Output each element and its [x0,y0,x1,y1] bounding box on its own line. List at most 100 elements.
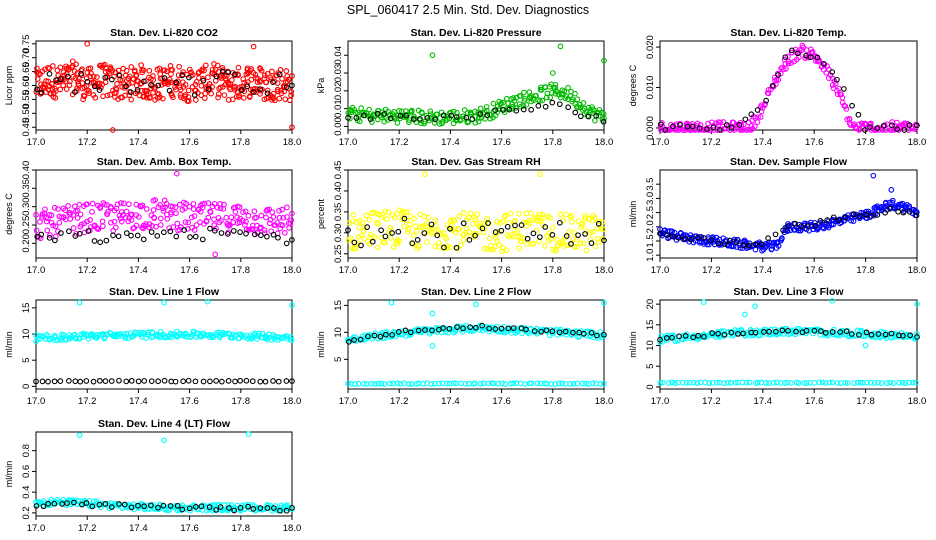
outlier-point [388,299,395,306]
data-point [185,219,192,226]
data-point [601,331,607,338]
data-point [783,65,789,72]
data-point [893,119,900,126]
data-point [162,334,169,341]
series-all [33,328,295,345]
data-point [186,203,193,210]
data-point [229,96,236,103]
data-point [890,380,897,386]
data-point [87,217,93,223]
data-point [270,231,277,238]
data-point [748,111,755,118]
data-point [126,73,133,80]
data-point [79,80,86,86]
y-tick-label: 0.65 [21,62,32,81]
data-point [754,119,761,125]
data-point [851,380,857,386]
data-point [262,79,269,86]
panel: Stan. Dev. Amb. Box Temp. 17.0 17.2 17.4 17.… [4,156,301,276]
data-point [440,112,447,119]
data-point [266,331,272,338]
data-point [847,122,854,128]
data-point [215,214,222,221]
data-point [33,211,39,218]
data-point [85,335,92,342]
y-tick-label: 5 [645,364,656,369]
outlier-point [537,171,543,178]
data-point [74,215,81,221]
data-point [549,99,556,106]
data-point [679,336,686,343]
data-point [269,68,275,75]
data-point [453,114,460,120]
data-point [698,235,705,241]
data-point [434,111,440,118]
data-point [773,379,780,386]
data-point [66,228,72,235]
data-point [441,244,447,251]
data-point [211,200,218,207]
data-point [123,67,130,74]
data-point [115,233,122,240]
data-point [523,210,530,217]
data-point [735,331,741,337]
data-point [410,241,417,248]
data-point [500,106,506,113]
data-point [67,216,74,222]
x-tick-label: 17.2 [78,396,97,407]
x-tick-label: 17.8 [544,265,563,276]
x-tick-label: 17.4 [129,396,148,407]
outlier-point [601,57,607,64]
data-point [90,378,97,385]
data-point [118,200,124,206]
data-point [676,333,683,340]
data-point [217,205,224,212]
data-point [746,379,753,386]
data-point [736,122,743,128]
data-point [217,504,224,510]
data-point [208,90,214,97]
data-point [65,73,71,80]
data-point [226,223,233,229]
data-point [135,378,142,385]
data-point [152,84,159,90]
data-point [57,64,64,71]
y-axis-label: degrees C [628,64,638,106]
data-point [107,203,114,210]
y-axis-label: ml/min [628,201,638,228]
data-point [397,381,404,387]
data-point [151,215,158,222]
panel: Stan. Dev. Gas Stream RH 17.0 17.2 17.4 17.6… [316,156,613,276]
data-point [361,112,367,119]
data-point [251,231,258,238]
data-point [346,219,353,226]
data-point [564,242,571,249]
data-point [713,379,720,386]
data-point [102,501,109,507]
data-point [138,62,145,68]
data-point [276,214,283,221]
data-point [215,94,221,101]
data-point [170,224,177,230]
data-point [156,94,163,101]
data-point [875,379,881,386]
data-point [133,222,140,229]
y-axis-label: ml/min [628,331,638,358]
data-point [140,78,147,85]
data-point [102,74,109,81]
data-point [901,127,908,133]
data-point [42,206,48,213]
data-point [510,95,517,101]
data-point [581,330,587,337]
data-point [450,380,457,386]
data-point [765,87,772,93]
data-point [825,224,832,231]
data-point [176,201,183,208]
data-point [516,93,523,99]
data-point [900,209,907,216]
data-point [593,380,599,387]
data-point [765,235,771,241]
data-point [113,86,120,93]
data-point [733,239,740,245]
data-point [817,328,824,334]
